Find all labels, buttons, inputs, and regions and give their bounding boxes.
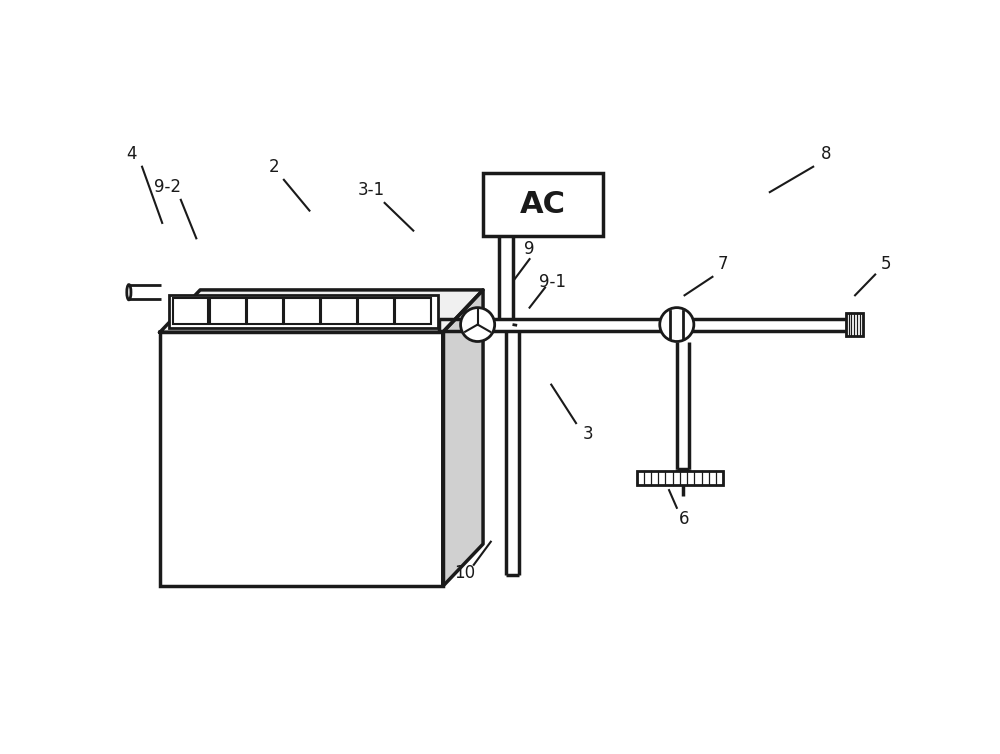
Text: 7: 7: [718, 256, 729, 274]
Text: 4: 4: [126, 145, 136, 163]
Bar: [637, 470, 723, 485]
Bar: [358, 299, 394, 324]
Text: 3-1: 3-1: [358, 181, 385, 199]
Bar: [169, 295, 438, 328]
Circle shape: [660, 308, 694, 342]
Text: 9-2: 9-2: [154, 179, 181, 197]
Bar: [846, 313, 863, 336]
Text: 9: 9: [524, 240, 535, 258]
Ellipse shape: [127, 284, 131, 300]
Bar: [483, 173, 603, 236]
Text: 6: 6: [679, 510, 690, 528]
Bar: [173, 299, 208, 324]
Text: 10: 10: [454, 563, 475, 581]
Bar: [247, 299, 283, 324]
Bar: [321, 299, 357, 324]
Text: 9-1: 9-1: [539, 273, 566, 291]
Bar: [284, 299, 320, 324]
Text: 3: 3: [583, 425, 594, 443]
Text: 8: 8: [821, 145, 832, 163]
Polygon shape: [443, 290, 483, 587]
Polygon shape: [160, 290, 483, 333]
Bar: [395, 299, 431, 324]
Circle shape: [461, 308, 495, 342]
Bar: [210, 299, 246, 324]
Text: 5: 5: [881, 256, 891, 274]
Bar: [160, 333, 443, 587]
Text: AC: AC: [520, 190, 566, 219]
Text: 2: 2: [268, 158, 279, 176]
